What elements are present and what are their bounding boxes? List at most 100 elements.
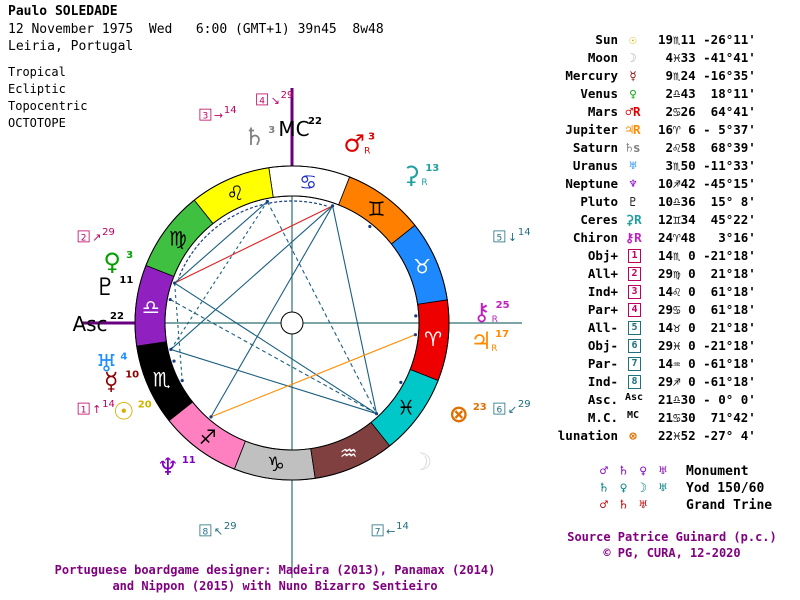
zodiac-sign-icon: ♏ bbox=[153, 368, 171, 392]
table-row: Chiron ⚷R 24♈48 3°16' bbox=[540, 230, 800, 248]
table-row: Jupiter ♃R 16♈ 6 - 5°37' bbox=[540, 122, 800, 140]
chart-name: Paulo SOLEDADE bbox=[8, 4, 118, 19]
planet-glyph-icon: ♂ bbox=[343, 129, 365, 157]
body-name: Ind- bbox=[587, 374, 618, 389]
table-row: All+ 2 29♍ 0 21°18' bbox=[540, 266, 800, 284]
octotope-arrow-icon: ↘ bbox=[271, 94, 280, 107]
body-name: Neptune bbox=[565, 176, 618, 191]
body-position: 16♈ 6 - 5°37' bbox=[658, 122, 756, 137]
body-position: 19♏11 -26°11' bbox=[658, 32, 756, 47]
outer-circle bbox=[134, 165, 450, 481]
aspect-line bbox=[332, 205, 378, 414]
planet-dot bbox=[413, 333, 418, 337]
planet-degree-label: 20 bbox=[138, 399, 152, 410]
body-name: Chiron bbox=[572, 230, 618, 245]
body-name: Venus bbox=[580, 86, 618, 101]
octotope-degree-label: 14 bbox=[102, 399, 115, 410]
zodiac-sign-icon: ♍ bbox=[169, 227, 187, 251]
planet-degree-label: 3 bbox=[268, 125, 275, 136]
body-name: Uranus bbox=[572, 158, 618, 173]
octotope-number: 8 bbox=[203, 527, 209, 537]
octotope-box bbox=[371, 524, 384, 537]
octotope-degree-label: 14 bbox=[518, 227, 531, 238]
octotope-degree-label: 14 bbox=[224, 105, 237, 116]
octotope-arrow-icon: ↗ bbox=[92, 231, 101, 244]
table-row: Pluto ♇ 10♎36 15° 8' bbox=[540, 194, 800, 212]
source-credit: Source Patrice Guinard (p.c.) bbox=[567, 530, 777, 544]
aspect-line bbox=[266, 201, 378, 414]
body-glyph-icon: 1 bbox=[628, 249, 641, 263]
planet-glyph-icon: ☿ bbox=[104, 367, 119, 395]
retrograde-mark: R bbox=[491, 344, 497, 354]
aspect-line bbox=[174, 282, 377, 415]
body-glyph-icon: ♄s bbox=[625, 140, 641, 155]
birth-date-line: 12 November 1975 Wed 6:00 (GMT+1) 39n45 … bbox=[8, 22, 384, 37]
body-position: 14♏ 0 -21°18' bbox=[658, 248, 756, 263]
planet-dot bbox=[374, 412, 379, 416]
mc-label: MC bbox=[278, 117, 309, 141]
octotope-degree-label: 29 bbox=[224, 521, 237, 532]
body-name: All+ bbox=[587, 266, 618, 281]
planet-degree-label: 3 bbox=[126, 250, 133, 261]
planet-dot bbox=[173, 281, 177, 285]
octotope-arrow-icon: ↙ bbox=[508, 403, 517, 416]
zodiac-sign-icon: ♌ bbox=[226, 181, 244, 205]
table-row: Moon ☽ 4♓33 -41°41' bbox=[540, 50, 800, 68]
octotope-arrow-icon: ↑ bbox=[92, 403, 101, 416]
body-position: 29♓ 0 -21°18' bbox=[658, 338, 756, 353]
zodiac-sign-icon: ♒ bbox=[340, 441, 358, 465]
body-glyph-icon: ♀ bbox=[629, 86, 637, 101]
body-glyph-icon: 6 bbox=[628, 339, 641, 353]
option-topocentric: Topocentric bbox=[8, 99, 88, 113]
planet-dot bbox=[169, 347, 173, 352]
planet-glyph-icon: ⚳ bbox=[403, 161, 421, 189]
planet-degree-label: 10 bbox=[125, 369, 139, 380]
aspect-line bbox=[174, 282, 183, 381]
octotope-number: 2 bbox=[81, 233, 87, 243]
birth-place: Leiria, Portugal bbox=[8, 39, 134, 54]
body-glyph-icon: ⚳R bbox=[625, 212, 642, 227]
table-row: All- 5 14♉ 0 21°18' bbox=[540, 320, 800, 338]
body-glyph-icon: ♇ bbox=[629, 194, 637, 209]
planet-degree-label: 13 bbox=[425, 163, 439, 174]
octotope-number: 7 bbox=[375, 527, 381, 537]
body-glyph-icon: 4 bbox=[628, 303, 641, 317]
aspect-line bbox=[169, 299, 377, 415]
table-row: Obj- 6 29♓ 0 -21°18' bbox=[540, 338, 800, 356]
retrograde-mark: R bbox=[492, 315, 498, 325]
body-name: Ceres bbox=[580, 212, 618, 227]
octotope-degree-label: 29 bbox=[518, 399, 531, 410]
body-name: Ind+ bbox=[587, 284, 618, 299]
planet-glyph-icon: ♇ bbox=[95, 273, 117, 301]
copyright: © PG, CURA, 12-2020 bbox=[603, 546, 741, 560]
body-glyph-icon: 3 bbox=[628, 285, 641, 299]
body-glyph-icon: 7 bbox=[628, 357, 641, 371]
table-row: Saturn ♄s 2♌58 68°39' bbox=[540, 140, 800, 158]
center-circle bbox=[280, 311, 304, 335]
body-name: Mercury bbox=[565, 68, 618, 83]
body-name: Par+ bbox=[587, 302, 618, 317]
body-glyph-icon: MC bbox=[626, 410, 640, 421]
body-position: 21♋30 71°42' bbox=[658, 410, 756, 425]
table-row: Asc. Asc 21♎30 - 0° 0' bbox=[540, 392, 800, 410]
pattern-glyphs: ♂ ♄ ♀ ♅ bbox=[600, 464, 669, 479]
planet-glyph-icon: ⊗ bbox=[449, 400, 469, 428]
body-glyph-icon: ☉ bbox=[629, 32, 637, 47]
table-row: Ceres ⚳R 12♊34 45°22' bbox=[540, 212, 800, 230]
body-name: lunation bbox=[557, 428, 618, 443]
planet-glyph-icon: ♅ bbox=[96, 349, 118, 377]
planet-degree-label: 3 bbox=[368, 131, 375, 142]
planet-glyph-icon: ☉ bbox=[113, 397, 135, 425]
planet-dot bbox=[368, 224, 372, 229]
planet-degree-label: 23 bbox=[473, 402, 487, 413]
planet-glyph-icon: ♃ bbox=[470, 327, 492, 355]
planet-glyph-icon: ⚷ bbox=[473, 298, 491, 326]
body-name: Obj- bbox=[587, 338, 618, 353]
body-position: 10♎36 15° 8' bbox=[658, 194, 756, 209]
body-name: Par- bbox=[587, 356, 618, 371]
table-row: Sun ☉ 19♏11 -26°11' bbox=[540, 32, 800, 50]
aspect-line bbox=[210, 334, 416, 418]
body-position: 9♏24 -16°35' bbox=[658, 68, 756, 83]
zodiac-sign-icon: ♋ bbox=[299, 170, 317, 194]
